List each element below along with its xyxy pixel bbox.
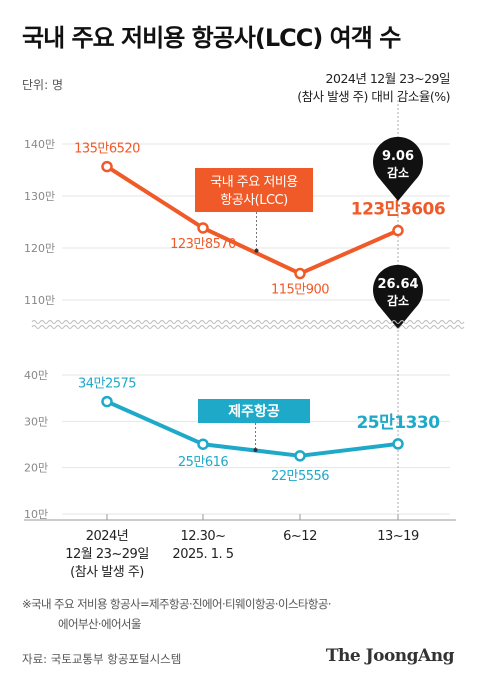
publisher-logo: The JoongAng [325,646,455,666]
data-point [294,267,306,280]
data-label: 34만2575 [78,377,136,392]
data-point [197,438,209,450]
series-label-box [195,168,313,212]
x-tick-label: 12.30~ [180,529,225,544]
y-tick-label: 120만 [24,242,55,255]
comparison-note-line1: 2024년 12월 23~29일 [325,71,451,86]
data-label: 115만900 [271,283,329,298]
series-line [105,164,400,276]
callout-text: 감소 [387,165,409,180]
unit-label: 단위: 명 [22,78,63,92]
series-label-anchor [254,248,259,253]
series-label-box [198,399,310,423]
x-tick-label: (참사 발생 주) [70,565,144,580]
data-label: 25만1330 [356,413,440,433]
data-point [294,450,306,462]
series-label-anchor [253,448,258,453]
callout-text: 감소 [387,293,409,308]
footnote-line2: 에어부산·에어서울 [58,617,142,631]
comparison-note-line2: (참사 발생 주) 대비 감소율(%) [297,89,450,104]
data-point [197,222,209,234]
footnote: ※국내 주요 저비용 항공사=제주항공·진에어·티웨이항공·이스타항공· 에어부… [22,594,462,634]
footnote-line1: ※국내 주요 저비용 항공사=제주항공·진에어·티웨이항공·이스타항공· [22,597,332,611]
series-label-text: 제주항공 [228,403,280,420]
y-tick-label: 10만 [24,508,48,521]
data-point [392,438,404,450]
y-tick-label: 130만 [24,190,55,203]
y-tick-label: 20만 [24,462,48,475]
x-tick-label: 12월 23~29일 [65,547,149,562]
x-tick-label: 2024년 [86,529,129,544]
chart-title: 국내 주요 저비용 항공사(LCC) 여객 수 [22,24,401,52]
x-tick-label: 6~12 [283,529,317,544]
data-label: 22만5556 [271,469,329,484]
data-label: 123만3606 [351,200,445,220]
y-tick-label: 110만 [24,294,55,307]
data-point [101,395,113,408]
callout-value: 9.06 [382,149,414,164]
series-label-text: 항공사(LCC) [220,193,287,208]
axis-break [31,320,465,324]
series-line [105,399,400,458]
source-text: 자료: 국토교통부 항공포털시스템 [22,652,182,666]
data-label: 25만616 [178,455,229,470]
y-tick-label: 140만 [24,138,55,151]
callout-pin [373,264,423,329]
y-tick-label: 30만 [24,415,48,428]
x-tick-label: 2025. 1. 5 [172,547,233,562]
callout-value: 26.64 [377,277,418,292]
comparison-note: 2024년 12월 23~29일 (참사 발생 주) 대비 감소율(%) [210,70,450,106]
data-point [101,160,113,173]
data-point [392,224,404,237]
axis-break [31,325,465,329]
callout-pin [373,136,423,201]
data-label: 123만8570 [170,237,236,252]
y-tick-label: 40만 [24,369,48,382]
x-tick-label: 13~19 [377,529,419,544]
series-label-text: 국내 주요 저비용 [210,175,298,190]
data-label: 135만6520 [74,142,140,157]
